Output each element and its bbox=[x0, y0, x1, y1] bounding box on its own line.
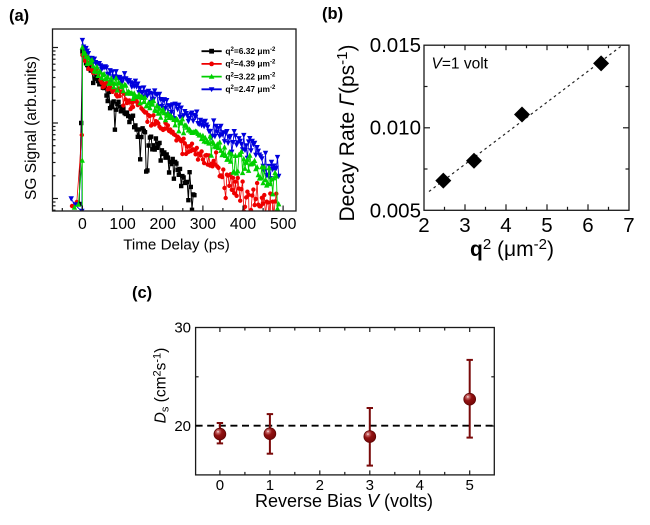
svg-text:(a): (a) bbox=[9, 7, 29, 25]
svg-text:30: 30 bbox=[174, 320, 191, 337]
svg-text:2: 2 bbox=[316, 477, 324, 494]
svg-text:q2=2.47 μm-2: q2=2.47 μm-2 bbox=[225, 84, 276, 94]
svg-text:Reverse Bias V (volts): Reverse Bias V (volts) bbox=[255, 491, 433, 511]
svg-text:Ds (cm2s-1): Ds (cm2s-1) bbox=[152, 348, 172, 424]
svg-text:0: 0 bbox=[78, 216, 87, 233]
svg-text:1: 1 bbox=[266, 477, 274, 494]
svg-text:200: 200 bbox=[150, 216, 177, 233]
svg-text:5: 5 bbox=[541, 214, 552, 237]
svg-text:4: 4 bbox=[416, 477, 424, 494]
svg-text:20: 20 bbox=[174, 418, 191, 435]
svg-text:4: 4 bbox=[500, 214, 511, 237]
svg-text:2: 2 bbox=[418, 214, 429, 237]
svg-text:q2 (μm-2): q2 (μm-2) bbox=[470, 236, 554, 261]
svg-text:0.015: 0.015 bbox=[370, 34, 421, 57]
svg-text:q2=4.39 μm-2: q2=4.39 μm-2 bbox=[225, 59, 276, 69]
svg-text:5: 5 bbox=[466, 477, 474, 494]
svg-text:Time Delay (ps): Time Delay (ps) bbox=[123, 237, 230, 254]
svg-text:SG Signal (arb.units): SG Signal (arb.units) bbox=[23, 56, 40, 200]
svg-text:0.005: 0.005 bbox=[370, 199, 421, 222]
svg-text:400: 400 bbox=[230, 216, 257, 233]
svg-text:(b): (b) bbox=[322, 5, 343, 23]
svg-text:3: 3 bbox=[366, 477, 374, 494]
svg-text:7: 7 bbox=[623, 214, 634, 237]
svg-text:100: 100 bbox=[109, 216, 136, 233]
svg-text:(c): (c) bbox=[132, 284, 152, 302]
svg-text:Decay Rate Γ(ps-1): Decay Rate Γ(ps-1) bbox=[334, 44, 359, 221]
svg-text:q2=3.22 μm-2: q2=3.22 μm-2 bbox=[225, 71, 276, 81]
svg-text:300: 300 bbox=[190, 216, 217, 233]
svg-text:6: 6 bbox=[582, 214, 593, 237]
svg-text:V=1 volt: V=1 volt bbox=[432, 56, 489, 73]
svg-text:0: 0 bbox=[216, 477, 224, 494]
svg-text:0.010: 0.010 bbox=[370, 117, 421, 140]
svg-text:q2=6.32 μm-2: q2=6.32 μm-2 bbox=[225, 46, 276, 56]
svg-text:3: 3 bbox=[459, 214, 470, 237]
svg-text:500: 500 bbox=[270, 216, 297, 233]
